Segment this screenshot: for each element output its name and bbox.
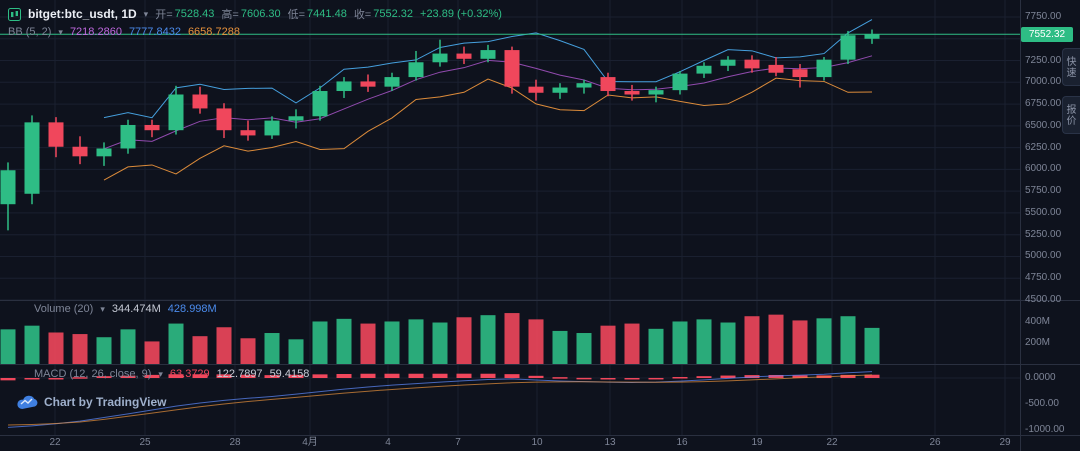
price-axis-label: 7750.00 xyxy=(1025,11,1062,22)
time-axis-label: 19 xyxy=(751,437,763,448)
price-axis-label: 5250.00 xyxy=(1025,228,1062,240)
price-axis-label: 7250.00 xyxy=(1025,54,1062,66)
time-axis-label: 22 xyxy=(826,437,838,448)
price-axis-label: 6250.00 xyxy=(1025,141,1062,153)
price-axis-label: 6750.00 xyxy=(1025,98,1062,110)
volume-caret-icon[interactable]: ▾ xyxy=(100,303,105,314)
macd-axis-label: 0.0000 xyxy=(1025,372,1056,383)
watermark-text[interactable]: Chart by TradingView xyxy=(44,395,167,409)
macd-axis-label: -1000.00 xyxy=(1025,424,1065,435)
bb-legend: BB (5, 2) ▾ 7218.2860 7777.8432 6658.728… xyxy=(8,26,240,38)
symbol-caret-icon[interactable]: ▾ xyxy=(143,8,149,19)
price-axis-label: 4500.00 xyxy=(1025,293,1062,305)
volume-value: 344.474M xyxy=(111,303,161,315)
close-label: 收= xyxy=(353,9,372,21)
time-axis-label: 7 xyxy=(455,437,461,448)
time-axis-label: 4 xyxy=(385,437,391,448)
macd-legend: MACD (12, 26, close, 9) ▾ 63.3729 122.78… xyxy=(34,368,309,380)
tradingview-logo-icon xyxy=(16,394,38,410)
bb-upper-value: 7777.8432 xyxy=(128,26,181,38)
price-axis-label: 4750.00 xyxy=(1025,272,1062,284)
macd-legend-label[interactable]: MACD (12, 26, close, 9) xyxy=(34,368,152,380)
change-value: +23.89 (+0.32%) xyxy=(420,8,502,20)
open-value: 7528.43 xyxy=(174,8,215,20)
time-axis-label: 22 xyxy=(49,437,61,448)
volume-axis-label: 400M xyxy=(1025,316,1051,327)
price-axis-label: 5000.00 xyxy=(1025,250,1062,262)
close-value: 7552.32 xyxy=(373,8,414,20)
time-axis[interactable]: 22 25 28 4月 4 7 10 13 16 19 22 26 29 xyxy=(0,435,1080,451)
open-label: 开= xyxy=(155,9,173,21)
time-axis-label: 13 xyxy=(604,437,616,448)
time-axis-label: 10 xyxy=(531,437,543,448)
candlestick-chart-icon[interactable] xyxy=(8,7,21,21)
watermark: Chart by TradingView xyxy=(16,394,166,410)
volume-legend-label[interactable]: Volume (20) xyxy=(34,303,94,315)
time-axis-label: 26 xyxy=(929,437,941,448)
price-axis-label: 5750.00 xyxy=(1025,185,1062,197)
macd-axis-label: -500.00 xyxy=(1025,398,1059,409)
side-tab-quick-trade[interactable]: 快速 xyxy=(1062,48,1080,86)
low-value: 7441.48 xyxy=(307,8,347,20)
low-label: 低= xyxy=(287,9,306,21)
time-axis-label: 29 xyxy=(999,437,1011,448)
time-axis-label: 16 xyxy=(676,437,688,448)
volume-ma-value: 428.998M xyxy=(167,303,217,315)
high-label: 高= xyxy=(221,9,239,21)
price-axis-label: 5500.00 xyxy=(1025,206,1062,218)
macd-line-value: 122.7897 xyxy=(216,368,263,380)
chart-header: bitget:btc_usdt, 1D ▾ 开= 7528.43 高= 7606.3… xyxy=(8,6,502,22)
price-axis-label: 6000.00 xyxy=(1025,163,1062,175)
macd-signal-value: 59.4158 xyxy=(269,368,310,380)
bb-legend-label[interactable]: BB (5, 2) xyxy=(8,26,52,38)
bb-caret-icon[interactable]: ▾ xyxy=(58,26,63,37)
time-axis-label: 28 xyxy=(229,437,241,448)
time-axis-label: 4月 xyxy=(302,437,318,448)
symbol-title[interactable]: bitget:btc_usdt, 1D xyxy=(28,7,137,21)
side-tab-quotes[interactable]: 报价 xyxy=(1062,96,1080,134)
price-axis-label: 7000.00 xyxy=(1025,76,1062,88)
time-axis-label: 25 xyxy=(139,437,151,448)
macd-caret-icon[interactable]: ▾ xyxy=(158,368,163,379)
bb-basis-value: 7218.2860 xyxy=(69,26,122,38)
high-value: 7606.30 xyxy=(240,8,281,20)
price-axis-label: 6500.00 xyxy=(1025,119,1062,131)
volume-axis-label: 200M xyxy=(1025,337,1051,348)
macd-hist-value: 63.3729 xyxy=(169,368,210,380)
bb-lower-value: 6658.7288 xyxy=(187,26,240,38)
volume-legend: Volume (20) ▾ 344.474M 428.998M xyxy=(34,303,217,315)
last-price-badge: 7552.32 xyxy=(1021,27,1073,42)
